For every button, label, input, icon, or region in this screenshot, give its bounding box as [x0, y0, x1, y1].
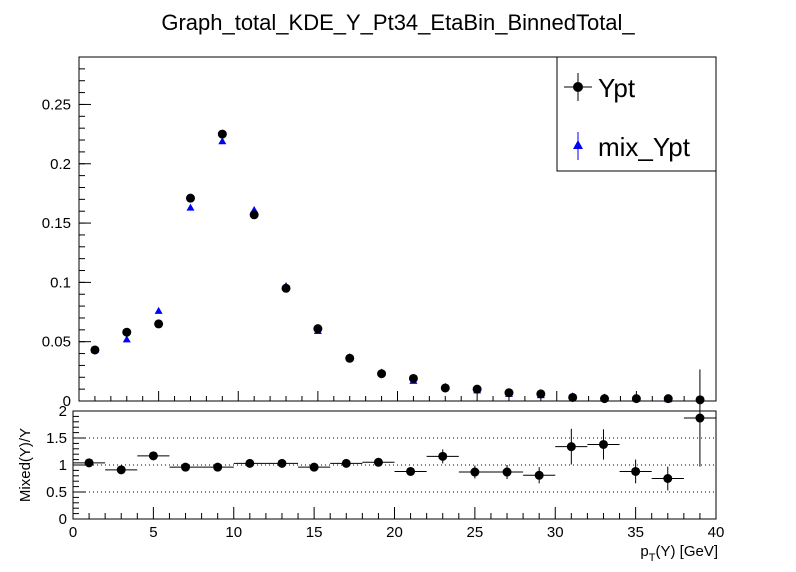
- ypt-point: [185, 193, 195, 203]
- ratio-x-tick-label: 35: [627, 524, 644, 541]
- ratio-x-tick-label: 25: [467, 524, 484, 541]
- ypt-point: [345, 353, 355, 363]
- ratio-x-tick-label: 5: [149, 524, 157, 541]
- ratio-y-tick-label: 2: [59, 403, 67, 420]
- ypt-point: [504, 388, 514, 398]
- ypt-point: [408, 373, 418, 383]
- ratio-point: [309, 462, 319, 472]
- ratio-x-tick-label: 15: [306, 524, 323, 541]
- top-y-tick-label: 0.15: [42, 215, 71, 232]
- ratio-y-tick-label: 0: [59, 511, 67, 528]
- ratio-y-tick-label: 1: [59, 457, 67, 474]
- ypt-point: [631, 394, 641, 404]
- ratio-point: [181, 462, 191, 472]
- ratio-point: [534, 470, 544, 480]
- mix-ypt-point: [186, 203, 195, 211]
- legend-entry-mix-ypt: mix_Ypt: [573, 132, 691, 162]
- legend-marker-triangle: [573, 140, 583, 149]
- ratio-x-tick-label: 10: [225, 524, 242, 541]
- ratio-point: [245, 458, 255, 468]
- ratio-point: [84, 458, 94, 468]
- mix-ypt-point: [122, 335, 131, 343]
- ratio-y-axis: 0 0.5 1 1.5 2: [46, 403, 85, 528]
- chart-title: Graph_total_KDE_Y_Pt34_EtaBin_BinnedTota…: [161, 10, 635, 35]
- ratio-point: [631, 466, 641, 476]
- ratio-y-tick-label: 1.5: [46, 430, 67, 447]
- ratio-point: [213, 462, 223, 472]
- ratio-y-axis-title: Mixed(Υ)/Υ: [17, 428, 34, 502]
- ypt-point: [249, 210, 259, 220]
- ratio-x-tick-label: 40: [708, 524, 725, 541]
- ratio-gridlines: [73, 437, 716, 493]
- top-y-tick-label: 0: [63, 393, 71, 410]
- ratio-point: [341, 458, 351, 468]
- ratio-x-axis: 0 5 10 15 20 25 30 35 40: [69, 507, 725, 541]
- ratio-point: [695, 413, 705, 423]
- ypt-point: [568, 392, 578, 402]
- ypt-point: [122, 327, 132, 337]
- ratio-point: [373, 457, 383, 467]
- ypt-point: [472, 384, 482, 394]
- legend-label-ypt: Ypt: [598, 73, 636, 103]
- ypt-point: [600, 394, 610, 404]
- ratio-point: [502, 467, 512, 477]
- ratio-point: [438, 451, 448, 461]
- ratio-point: [663, 474, 673, 483]
- ypt-point: [440, 383, 450, 393]
- top-y-tick-label: 0.05: [42, 334, 71, 351]
- ratio-data-points: [73, 369, 716, 491]
- ratio-point: [277, 458, 287, 468]
- ypt-point: [217, 129, 227, 139]
- ratio-point: [470, 467, 480, 477]
- ypt-point: [536, 389, 546, 399]
- ypt-point: [377, 369, 387, 379]
- ypt-point: [154, 319, 164, 329]
- ratio-point: [148, 451, 158, 461]
- ratio-x-tick-label: 30: [547, 524, 564, 541]
- ratio-x-tick-label: 0: [69, 524, 77, 541]
- ratio-point: [116, 465, 126, 475]
- ypt-point: [281, 283, 291, 293]
- legend-marker-circle: [573, 82, 583, 92]
- top-y-axis: 0 0.05 0.1 0.15 0.2 0.25: [42, 68, 91, 410]
- ratio-panel: 0 0.5 1 1.5 2 0 5 10 15 20 25 30 35 40: [46, 369, 724, 541]
- legend-box: [556, 56, 717, 172]
- ratio-x-tick-label: 20: [386, 524, 403, 541]
- ratio-point: [406, 466, 416, 476]
- mix-ypt-point: [154, 306, 163, 314]
- top-y-tick-label: 0.2: [50, 156, 71, 173]
- top-x-axis: [78, 391, 717, 401]
- ratio-y-tick-label: 0.5: [46, 484, 67, 501]
- legend-label-mix-ypt: mix_Ypt: [598, 132, 691, 162]
- ypt-point: [663, 394, 673, 404]
- ratio-point: [566, 442, 576, 452]
- ratio-point: [598, 439, 608, 449]
- x-axis-title: pT(Υ) [GeV]: [640, 543, 718, 564]
- ypt-point: [313, 324, 323, 334]
- top-y-tick-label: 0.1: [50, 274, 71, 291]
- legend-entry-ypt: Ypt: [564, 73, 636, 103]
- legend: Ypt mix_Ypt: [556, 56, 717, 172]
- top-y-tick-label: 0.25: [42, 96, 71, 113]
- ypt-point: [90, 345, 100, 355]
- mix-ypt-point: [218, 137, 227, 145]
